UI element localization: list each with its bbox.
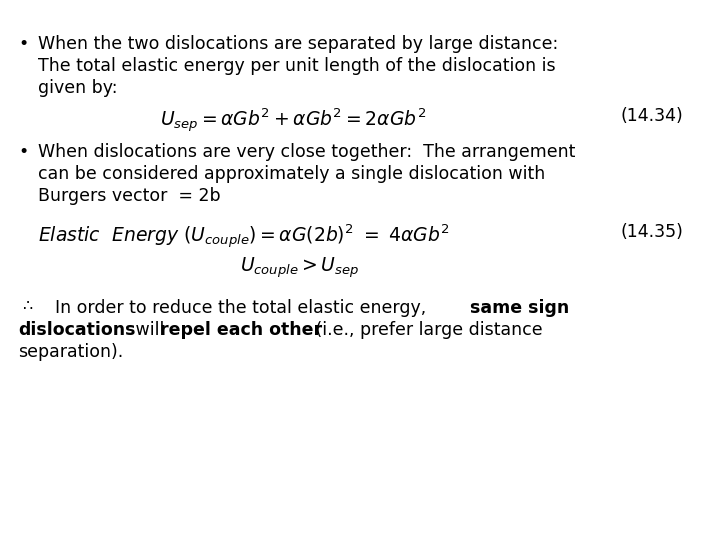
- Text: •: •: [18, 35, 28, 53]
- Text: repel each other: repel each other: [160, 321, 322, 339]
- Text: $U_{couple} > U_{sep}$: $U_{couple} > U_{sep}$: [240, 255, 359, 280]
- Text: The total elastic energy per unit length of the dislocation is: The total elastic energy per unit length…: [38, 57, 556, 75]
- Text: separation).: separation).: [18, 343, 123, 361]
- Text: same sign: same sign: [470, 299, 570, 317]
- Text: dislocations: dislocations: [18, 321, 135, 339]
- Text: •: •: [18, 143, 28, 161]
- Text: will: will: [130, 321, 170, 339]
- Text: (14.34): (14.34): [620, 107, 683, 125]
- Text: (14.35): (14.35): [620, 223, 683, 241]
- Text: $\mathit{Elastic\ \ Energy\ }(U_{couple}) = \alpha G(2b)^2\ =\ 4\alpha Gb^2$: $\mathit{Elastic\ \ Energy\ }(U_{couple}…: [38, 223, 450, 251]
- Text: Burgers vector  = 2b: Burgers vector = 2b: [38, 187, 220, 205]
- Text: (i.e., prefer large distance: (i.e., prefer large distance: [310, 321, 543, 339]
- Text: When dislocations are very close together:  The arrangement: When dislocations are very close togethe…: [38, 143, 575, 161]
- Text: can be considered approximately a single dislocation with: can be considered approximately a single…: [38, 165, 545, 183]
- Text: ∴: ∴: [22, 299, 32, 314]
- Text: In order to reduce the total elastic energy,: In order to reduce the total elastic ene…: [55, 299, 432, 317]
- Text: $U_{sep} = \alpha Gb^2 + \alpha Gb^2 = 2\alpha Gb^2$: $U_{sep} = \alpha Gb^2 + \alpha Gb^2 = 2…: [160, 107, 426, 135]
- Text: When the two dislocations are separated by large distance:: When the two dislocations are separated …: [38, 35, 558, 53]
- Text: given by:: given by:: [38, 79, 117, 97]
